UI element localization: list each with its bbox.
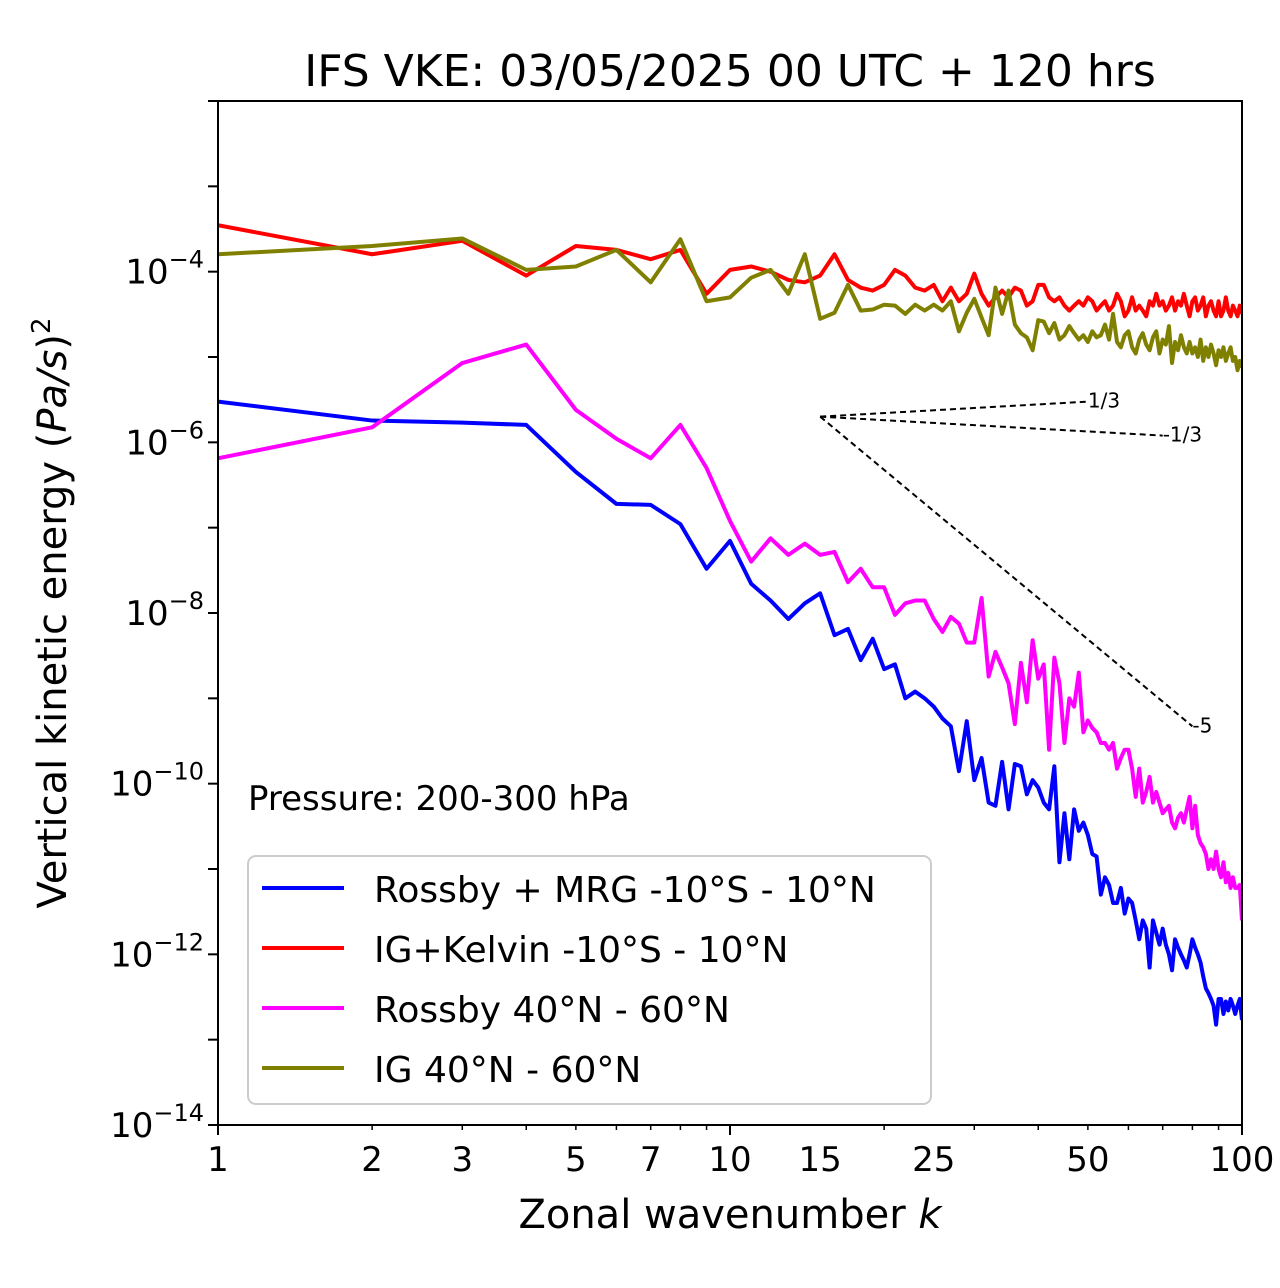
y-axis-label-exponent: 2 xyxy=(27,318,57,335)
y-axis-label-text: Vertical kinetic energy ( xyxy=(30,433,76,909)
slope-line-1 xyxy=(820,400,1088,418)
x-tick-label: 3 xyxy=(451,1140,473,1180)
series-line-4 xyxy=(218,236,1242,373)
pressure-annotation: Pressure: 200-300 hPa xyxy=(248,779,630,819)
legend: Rossby + MRG -10°S - 10°N IG+Kelvin -10°… xyxy=(247,855,932,1105)
x-tick-label: 7 xyxy=(640,1140,662,1180)
legend-label-rossby-midlat: Rossby 40°N - 60°N xyxy=(374,990,730,1031)
series-line-2 xyxy=(218,223,1242,319)
series-line-3 xyxy=(218,342,1242,921)
legend-entry-4: IG 40°N - 60°N xyxy=(262,1050,641,1091)
x-axis-label: Zonal wavenumber k xyxy=(518,1192,943,1238)
x-tick-label: 15 xyxy=(799,1140,842,1180)
x-axis-label-text: Zonal wavenumber xyxy=(518,1192,918,1238)
y-axis-label-variable: Pa/s xyxy=(30,350,76,433)
slope-label-2: -1/3 xyxy=(1163,423,1202,447)
x-tick-label: 1 xyxy=(207,1140,229,1180)
slope-line-2 xyxy=(820,415,1163,437)
legend-label-ig-kelvin: IG+Kelvin -10°S - 10°N xyxy=(374,930,788,971)
x-tick-label: 2 xyxy=(361,1140,383,1180)
legend-entry-1: Rossby + MRG -10°S - 10°N xyxy=(262,870,876,911)
chart-title: IFS VKE: 03/05/2025 00 UTC + 120 hrs xyxy=(304,46,1156,97)
y-tick-label: 10−10 xyxy=(110,758,204,805)
x-tick-label: 100 xyxy=(1210,1140,1275,1180)
x-tick-label: 50 xyxy=(1066,1140,1109,1180)
legend-label-ig-midlat: IG 40°N - 60°N xyxy=(374,1050,641,1091)
x-axis-label-variable: k xyxy=(918,1192,943,1238)
reference-slopes: 1/3 -1/3 -5 xyxy=(819,389,1212,737)
x-tick-label: 25 xyxy=(912,1140,955,1180)
y-tick-label: 10−14 xyxy=(110,1099,204,1146)
x-axis-ticks: 1 2 3 5 7 10 15 25 50 100 xyxy=(207,1125,1274,1180)
y-tick-label: 10−12 xyxy=(110,928,204,975)
legend-entry-2: IG+Kelvin -10°S - 10°N xyxy=(262,930,788,971)
y-axis-label: Vertical kinetic energy (Pa/s)2 xyxy=(27,318,76,909)
y-tick-label: 10−8 xyxy=(125,587,204,634)
slope-label-3: -5 xyxy=(1192,713,1212,737)
legend-label-rossby-mrg: Rossby + MRG -10°S - 10°N xyxy=(374,870,876,911)
slope-line-3 xyxy=(819,415,1194,728)
y-tick-label: 10−4 xyxy=(125,246,204,293)
y-tick-label: 10−6 xyxy=(125,416,204,463)
legend-frame xyxy=(247,855,932,1105)
legend-entry-3: Rossby 40°N - 60°N xyxy=(262,990,730,1031)
y-axis-ticks: 10−4 10−6 10−8 10−10 10−12 10−14 xyxy=(110,100,218,1146)
x-tick-label: 5 xyxy=(565,1140,587,1180)
series-layer xyxy=(218,223,1242,1027)
series-line-1 xyxy=(218,399,1242,1027)
y-axis-label-close: ) xyxy=(30,334,76,350)
slope-label-1: 1/3 xyxy=(1088,389,1120,413)
x-tick-label: 10 xyxy=(708,1140,751,1180)
